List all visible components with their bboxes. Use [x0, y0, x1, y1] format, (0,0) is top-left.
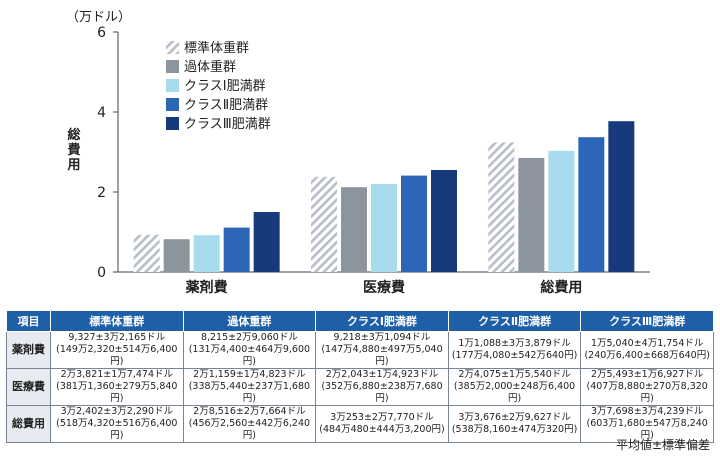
table-row: 薬剤費 9,327±3万2,165ドル (149万2,320±514万6,400円)… — [6, 331, 714, 369]
table-cell: 1万5,040±4万1,754ドル (240万6,400±668万640円) — [580, 331, 714, 369]
bar — [311, 176, 337, 272]
table-cell: 2万5,493±1万6,927ドル (407万8,880±270万8,320円) — [580, 368, 714, 406]
y-tick-label: 0 — [97, 265, 106, 281]
table-cell: 2万8,516±2万7,664ドル (456万2,560±442万6,240円) — [182, 405, 317, 443]
y-axis-unit: （万ドル） — [66, 10, 132, 25]
bar — [163, 239, 190, 272]
table-row-label: 医療費 — [6, 368, 51, 406]
table-cell: 3万7,698±3万4,239ドル (603万1,680±547万8,240円) — [580, 405, 714, 443]
legend-label: クラスⅠ肥満群 — [184, 79, 266, 94]
x-category-label: 医療費 — [363, 279, 405, 296]
table-header-item: 項目 — [6, 310, 51, 332]
table-row: 総費用 3万2,402±3万2,290ドル (518万4,320±516万6,400… — [6, 405, 714, 443]
bar — [401, 175, 427, 272]
table-cell: 9,218±3万1,094ドル (147万4,880±497万5,040円) — [315, 331, 449, 369]
y-tick-label: 2 — [97, 185, 106, 201]
table-cell: 2万1,159±1万4,823ドル (338万5,440±237万1,680円) — [182, 368, 317, 406]
y-tick-label: 4 — [97, 105, 106, 121]
x-category-label: 総費用 — [540, 279, 582, 296]
bar — [548, 150, 575, 272]
table-cell: 3万253±2万7,770ドル (484万480±444万3,200円) — [315, 405, 449, 443]
bar — [341, 187, 367, 272]
legend-label: 標準体重群 — [184, 40, 249, 56]
table-header-row: 項目 標準体重群 過体重群 クラスⅠ肥満群 クラスⅡ肥満群 クラスⅢ肥満群 — [6, 310, 714, 332]
bar — [608, 121, 635, 272]
legend-label: クラスⅡ肥満群 — [184, 98, 268, 113]
table-cell: 2万4,075±1万5,540ドル (385万2,000±248万6,400円) — [447, 368, 582, 406]
legend-swatch — [166, 117, 179, 130]
y-axis-title: 総費用 — [67, 128, 81, 173]
bar — [253, 212, 280, 272]
legend-swatch — [166, 41, 179, 54]
legend-swatch — [166, 98, 179, 111]
bar — [578, 137, 605, 272]
table-row-label: 薬剤費 — [6, 331, 51, 369]
table-header-class3: クラスⅢ肥満群 — [580, 310, 714, 332]
bar — [431, 170, 457, 272]
table-header-class1: クラスⅠ肥満群 — [315, 310, 449, 332]
legend-label: 過体重群 — [184, 59, 236, 75]
legend-label: クラスⅢ肥満群 — [184, 117, 271, 132]
table-cell: 1万1,088±3万3,879ドル (177万4,080±542万640円) — [447, 331, 582, 369]
summary-table: 項目 標準体重群 過体重群 クラスⅠ肥満群 クラスⅡ肥満群 クラスⅢ肥満群 薬剤… — [6, 310, 714, 443]
legend-swatch — [166, 60, 179, 73]
table-header-class2: クラスⅡ肥満群 — [447, 310, 582, 332]
table-cell: 9,327±3万2,165ドル (149万2,320±514万6,400円) — [50, 331, 184, 369]
bar — [518, 158, 545, 272]
table-cell: 8,215±2万9,060ドル (131万4,400±464万9,600円) — [182, 331, 317, 369]
y-tick-label: 6 — [97, 25, 106, 41]
bar — [193, 235, 220, 272]
bar — [371, 184, 397, 272]
table-cell: 2万2,043±1万4,923ドル (352万6,880±238万7,680円) — [315, 368, 449, 406]
legend-swatch — [166, 79, 179, 92]
table-cell: 3万2,402±3万2,290ドル (518万4,320±516万6,400円) — [50, 405, 184, 443]
x-category-label: 薬剤費 — [186, 279, 228, 296]
table-header-overweight: 過体重群 — [182, 310, 317, 332]
table-header-normal: 標準体重群 — [50, 310, 184, 332]
bar — [223, 227, 250, 272]
table-row-label: 総費用 — [6, 405, 51, 443]
table-cell: 2万3,821±1万7,474ドル (381万1,360±279万5,840円) — [50, 368, 184, 406]
bar — [133, 234, 160, 272]
footnote: 平均値±標準偏差 — [615, 438, 710, 452]
table-row: 医療費 2万3,821±1万7,474ドル (381万1,360±279万5,840… — [6, 368, 714, 406]
bar — [488, 142, 515, 272]
bar-chart: 0 2 4 6 薬剤費 医療費 総費用 標準体重群過体重群クラスⅠ肥満群クラスⅡ肥満群クラスⅢ… — [97, 25, 650, 296]
table-cell: 3万3,676±2万9,627ドル (538万8,160±474万320円) — [447, 405, 582, 443]
